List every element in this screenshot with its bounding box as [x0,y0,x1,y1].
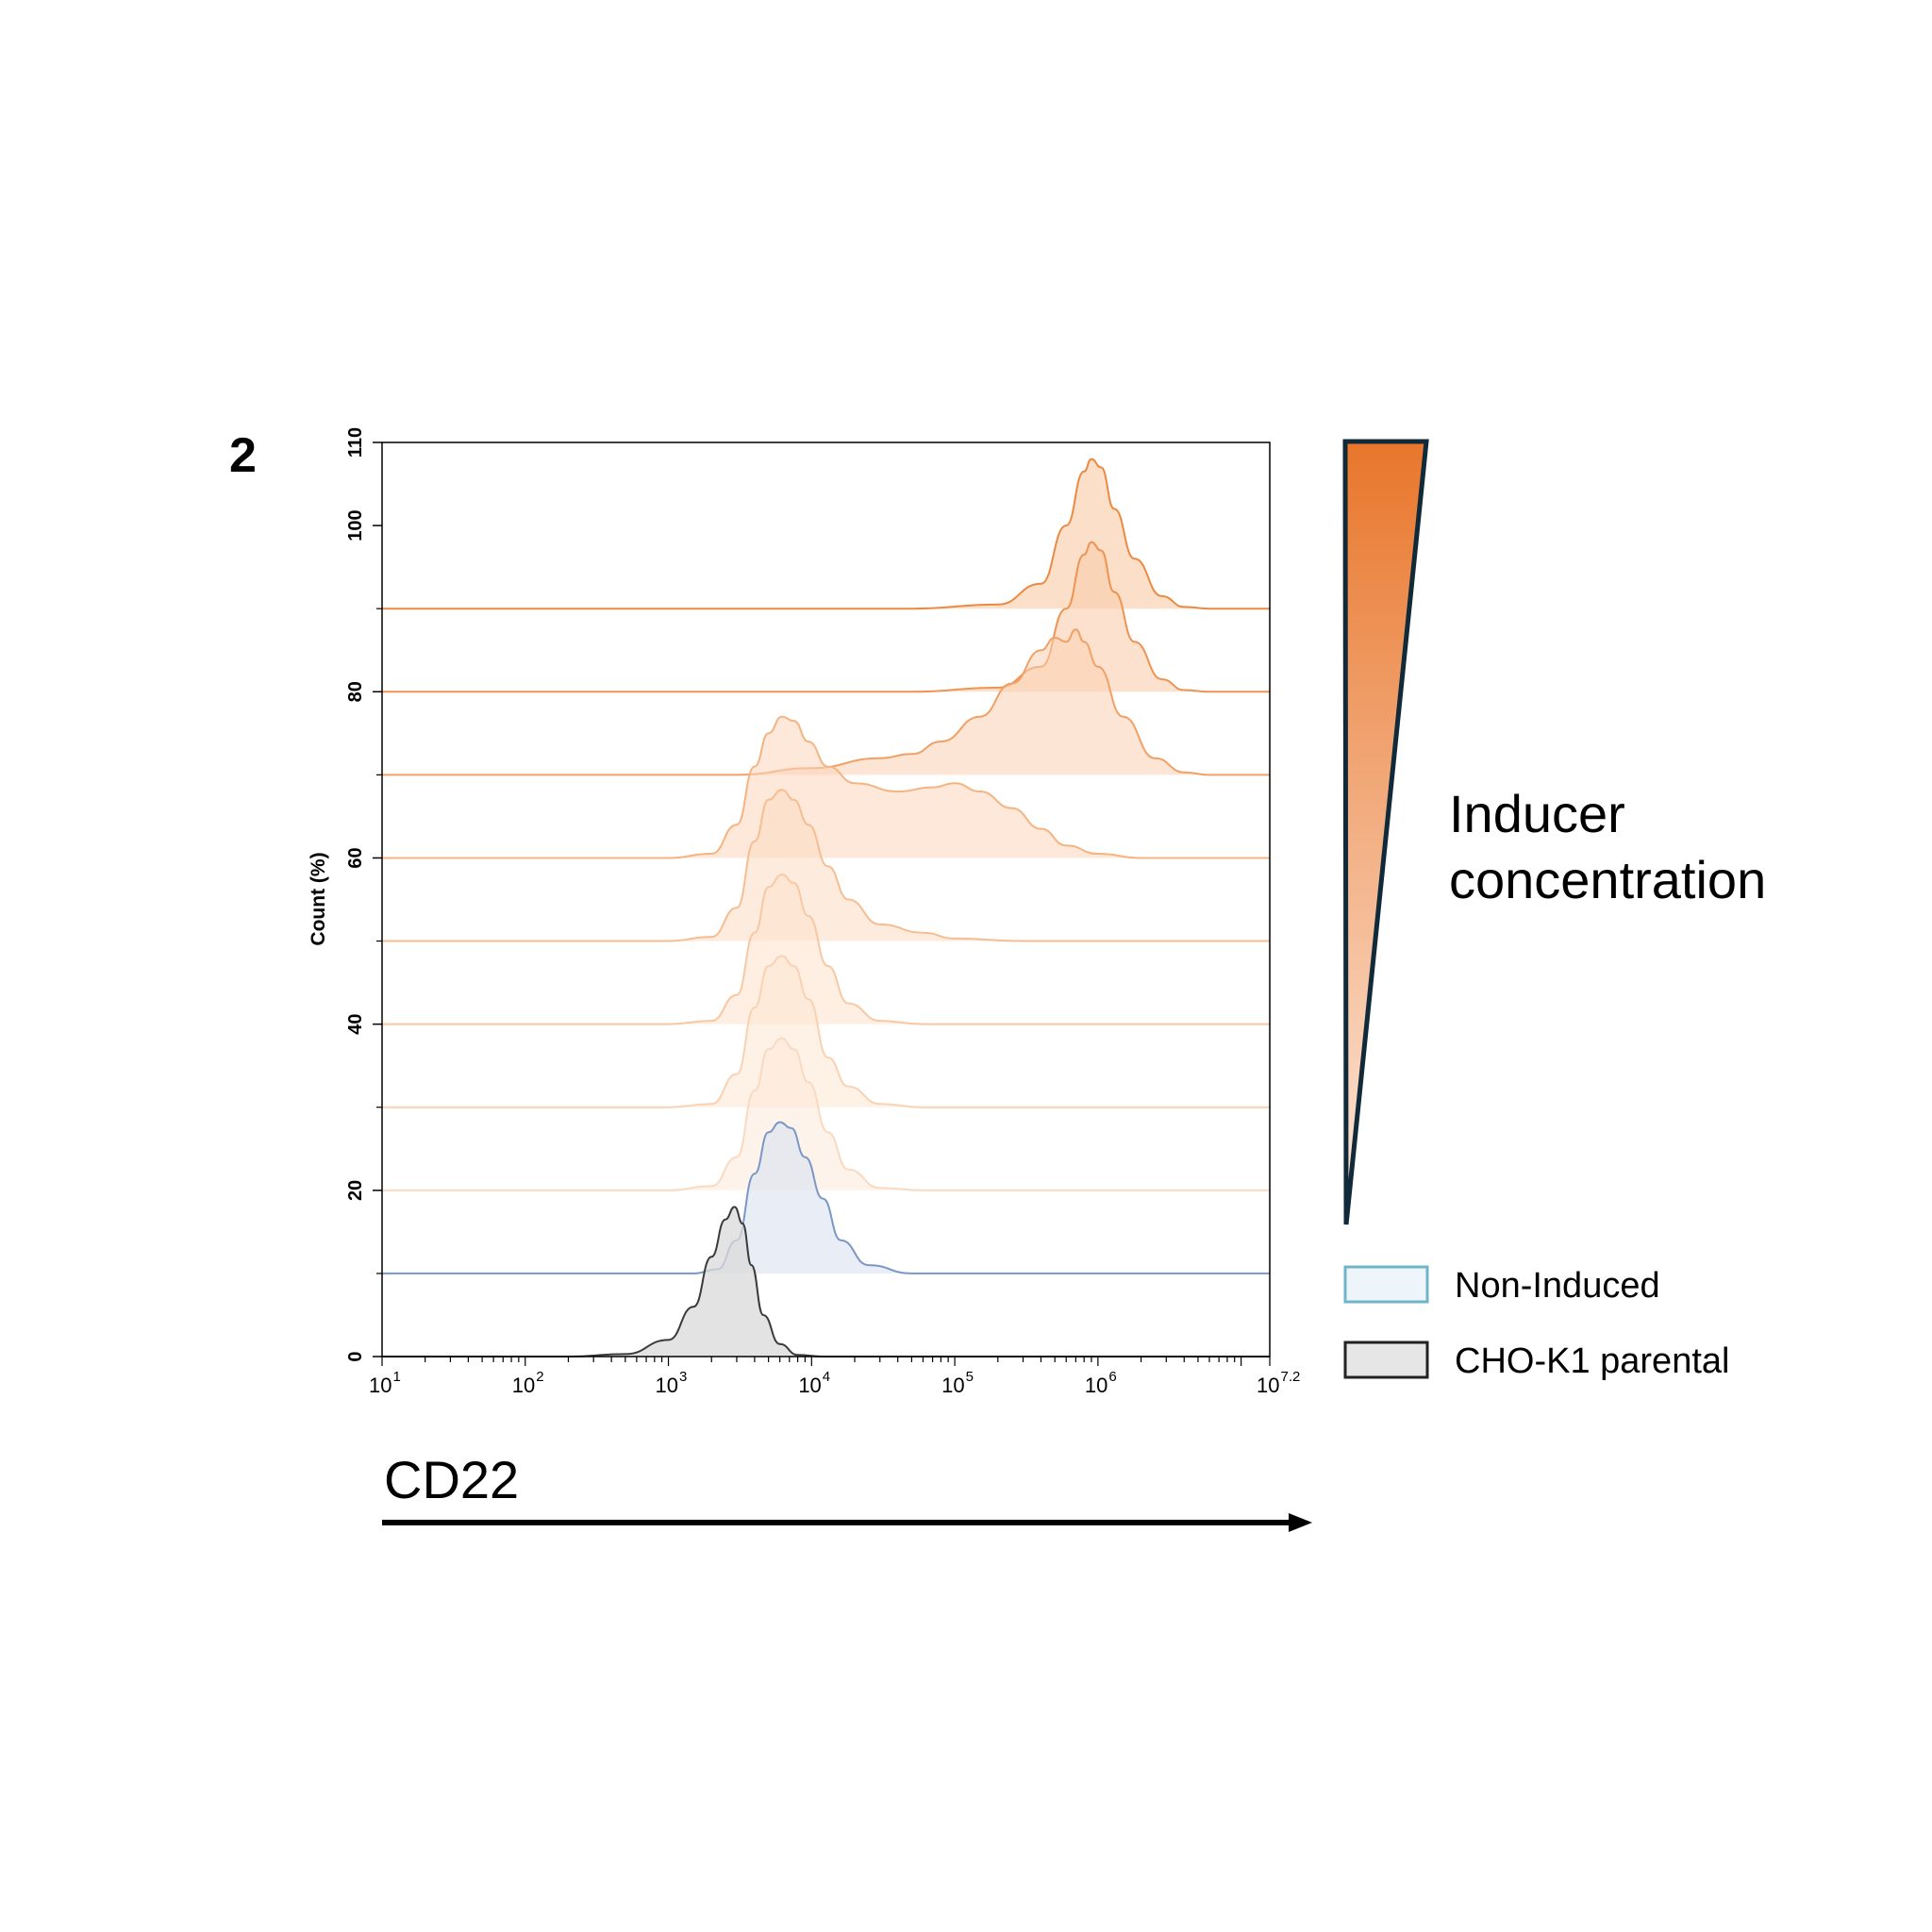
legend: Non-Induced CHO-K1 parental [1343,1265,1729,1381]
series-line-cho-k1-parental [382,1206,1270,1357]
x-tick-label-1e1: 101 [369,1369,401,1397]
series-area-non-induced [693,1122,912,1274]
wedge-label-line2: concentration [1449,850,1766,909]
series-cho-k1-parental [382,1206,1270,1357]
inducer-gradient-wedge [1342,439,1429,1225]
wedge-label-line1: Inducer [1449,784,1625,843]
series-area-inducer-level-9 [911,458,1209,609]
x-tick-label-1e7.2: 107.2 [1257,1369,1300,1397]
x-tick-label-base: 10 [656,1374,678,1397]
series-area-inducer-level-3 [668,956,924,1108]
x-tick-label-base: 10 [798,1374,821,1397]
x-tick-label-exponent: 4 [823,1369,830,1385]
legend-label-cho-k1-parental: CHO-K1 parental [1455,1341,1729,1381]
legend-item-non-induced: Non-Induced [1343,1265,1660,1306]
x-tick-label-1e4: 104 [798,1369,830,1397]
y-tick-label-20: 20 [345,1180,366,1201]
y-axis-title: Count (%) [308,852,329,945]
x-tick-label-base: 10 [512,1374,535,1397]
x-tick-label-1e5: 105 [941,1369,974,1397]
legend-item-cho-k1-parental: CHO-K1 parental [1343,1341,1729,1381]
series-inducer-level-4 [382,874,1270,1025]
y-tick-label-100: 100 [345,509,366,541]
legend-label-non-induced: Non-Induced [1455,1266,1660,1306]
series-line-inducer-level-9 [382,458,1270,610]
y-tick-label-110: 110 [345,427,366,458]
x-tick-label-exponent: 5 [966,1369,974,1385]
series-area-inducer-level-8 [911,541,1209,692]
histogram-series-layer [382,458,1270,1357]
series-area-cho-k1-parental [568,1207,824,1357]
legend-swatch-non-induced [1343,1265,1429,1304]
series-line-inducer-level-3 [382,955,1270,1108]
x-tick-label-exponent: 3 [679,1369,687,1385]
x-tick-label-base: 10 [369,1374,391,1397]
y-tick-label-60: 60 [345,847,366,868]
series-area-inducer-level-5 [668,790,1024,941]
y-tick-label-40: 40 [345,1014,366,1035]
series-line-inducer-level-7 [382,628,1270,776]
series-line-inducer-level-2 [382,1037,1270,1191]
y-tick-label-0: 0 [345,1351,366,1361]
series-area-inducer-level-7 [737,629,1209,775]
x-tick-label-exponent: 7.2 [1280,1369,1300,1385]
panel-label: 2 [229,428,257,483]
series-line-inducer-level-5 [382,789,1270,942]
series-area-inducer-level-4 [668,874,924,1024]
series-line-inducer-level-4 [382,874,1270,1025]
x-tick-label-exponent: 6 [1108,1369,1116,1385]
x-tick-label-1e3: 103 [656,1369,688,1397]
series-line-inducer-level-6 [382,715,1270,859]
series-inducer-level-3 [382,955,1270,1108]
legend-swatch-cho-k1-parental [1343,1341,1429,1379]
x-tick-label-base: 10 [941,1374,964,1397]
x-tick-label-exponent: 2 [536,1369,543,1385]
series-inducer-level-2 [382,1037,1270,1191]
series-inducer-level-5 [382,789,1270,942]
series-inducer-level-7 [382,628,1270,776]
series-area-inducer-level-2 [668,1038,924,1191]
x-tick-label-1e6: 106 [1085,1369,1117,1397]
x-tick-label-exponent: 1 [392,1369,400,1385]
series-inducer-level-9 [382,458,1270,610]
x-tick-label-1e2: 102 [512,1369,544,1397]
x-tick-label-base: 10 [1257,1374,1279,1397]
x-axis-title: CD22 [384,1450,519,1509]
y-tick-label-80: 80 [345,681,366,702]
x-tick-label-base: 10 [1085,1374,1108,1397]
x-axis-arrow-head [1289,1513,1312,1532]
plot-frame [381,441,1271,1357]
